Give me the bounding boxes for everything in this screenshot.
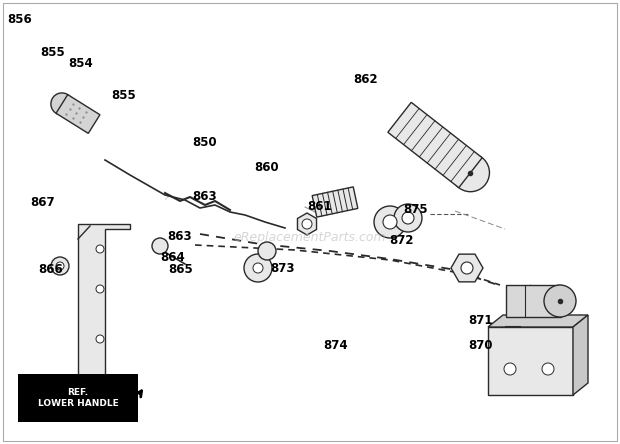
Circle shape — [374, 206, 406, 238]
Circle shape — [542, 363, 554, 375]
Circle shape — [383, 215, 397, 229]
Text: 874: 874 — [324, 339, 348, 352]
Text: 875: 875 — [403, 203, 428, 216]
Circle shape — [51, 257, 69, 275]
Circle shape — [451, 154, 489, 192]
Circle shape — [394, 204, 422, 232]
Polygon shape — [298, 213, 317, 235]
Polygon shape — [56, 95, 100, 133]
Circle shape — [253, 263, 263, 273]
Circle shape — [258, 242, 276, 260]
Text: 855: 855 — [40, 46, 65, 59]
Circle shape — [544, 285, 576, 317]
Text: 870: 870 — [468, 339, 493, 352]
Text: 856: 856 — [7, 13, 32, 27]
Text: 855: 855 — [112, 89, 136, 102]
Circle shape — [56, 262, 64, 270]
Polygon shape — [312, 187, 358, 217]
Circle shape — [96, 335, 104, 343]
Text: 863: 863 — [167, 230, 192, 243]
Text: 861: 861 — [307, 200, 332, 213]
Polygon shape — [451, 254, 483, 282]
Text: 873: 873 — [270, 262, 294, 275]
Text: 850: 850 — [192, 135, 217, 149]
Polygon shape — [388, 102, 482, 188]
Text: 863: 863 — [192, 190, 217, 203]
Text: 854: 854 — [68, 56, 93, 70]
Text: 860: 860 — [254, 161, 279, 174]
Text: 866: 866 — [38, 263, 63, 277]
Circle shape — [402, 212, 414, 224]
Text: 867: 867 — [30, 195, 55, 209]
Polygon shape — [573, 315, 588, 395]
Circle shape — [51, 93, 73, 115]
Circle shape — [302, 219, 312, 229]
Text: 862: 862 — [353, 73, 378, 87]
Text: REF.
LOWER HANDLE: REF. LOWER HANDLE — [38, 388, 118, 408]
Bar — [488, 327, 573, 395]
Circle shape — [504, 363, 516, 375]
Text: 871: 871 — [468, 314, 493, 327]
Bar — [18, 374, 138, 422]
Polygon shape — [78, 224, 130, 406]
Polygon shape — [488, 315, 588, 327]
Circle shape — [96, 285, 104, 293]
Circle shape — [96, 378, 104, 386]
Bar — [506, 285, 561, 317]
Text: 872: 872 — [389, 234, 414, 247]
Circle shape — [244, 254, 272, 282]
Text: eReplacementParts.com: eReplacementParts.com — [234, 230, 386, 243]
Circle shape — [152, 238, 168, 254]
Text: 865: 865 — [169, 263, 193, 277]
Text: 864: 864 — [160, 251, 185, 264]
Circle shape — [96, 245, 104, 253]
Circle shape — [461, 262, 473, 274]
